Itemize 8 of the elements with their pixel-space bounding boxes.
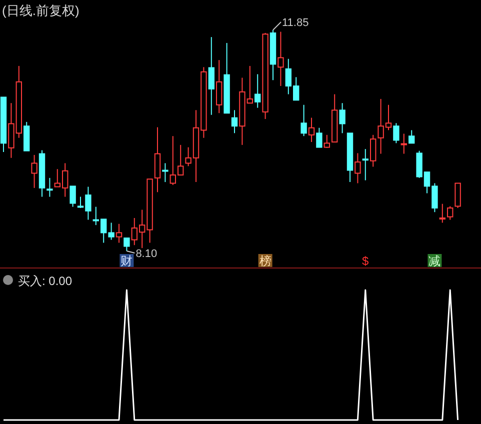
chart-title: 买入: 0.00 bbox=[18, 274, 72, 288]
text: 11.85 bbox=[282, 17, 309, 29]
signal-mark: 财 bbox=[120, 254, 134, 268]
signal-mark: $ bbox=[362, 254, 369, 268]
chart-title: (日线.前复权) bbox=[2, 3, 80, 18]
annotation: 8.10 bbox=[136, 248, 158, 260]
signal-mark: 榜 bbox=[258, 254, 272, 268]
signal-mark: 减 bbox=[428, 254, 442, 268]
